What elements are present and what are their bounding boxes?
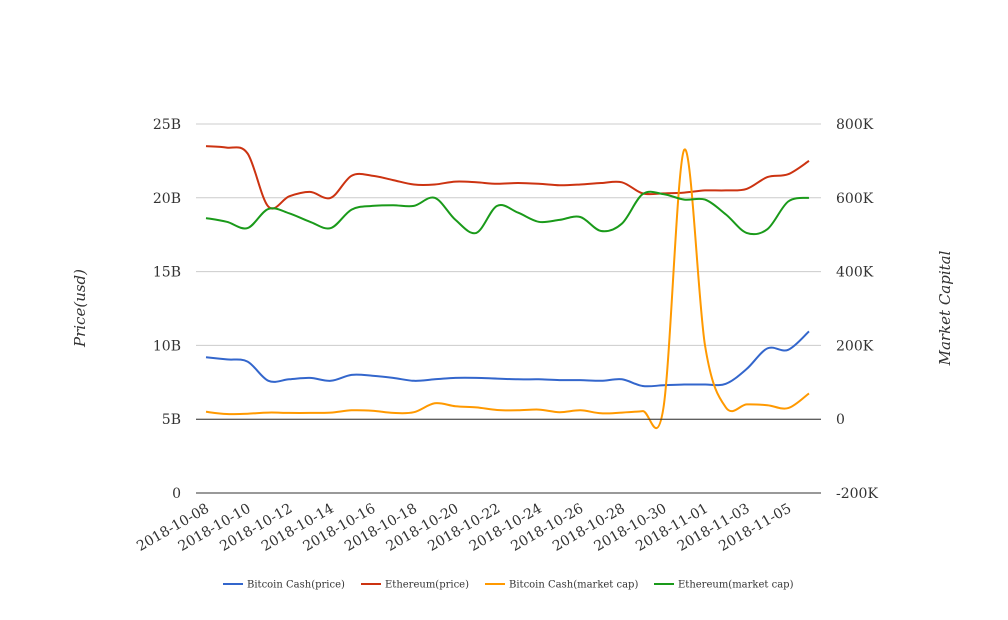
series-line-2 <box>205 145 810 210</box>
legend-label: Bitcoin Cash(price) <box>247 580 345 591</box>
series-line-3 <box>205 148 810 429</box>
y-left-tick-label: 25B <box>153 117 181 133</box>
series-line-4 <box>205 190 810 236</box>
series-lines <box>205 145 810 429</box>
legend-label: Bitcoin Cash(market cap) <box>509 580 638 591</box>
y-left-tick-label: 20B <box>153 191 181 207</box>
y-left-tick-label: 15B <box>153 265 181 281</box>
y-left-tick-label: 5B <box>162 412 181 428</box>
legend: Bitcoin Cash(price) Ethereum(price) Bitcoi… <box>223 580 794 591</box>
y-right-tick-label: 400K <box>836 265 874 281</box>
y-right-tick-labels: -200K 0 200K 400K 600K 800K <box>836 117 878 502</box>
y-right-tick-label: 0 <box>836 412 845 428</box>
gridlines <box>196 123 821 420</box>
y-left-tick-labels: 0 5B 10B 15B 20B 25B <box>153 117 181 502</box>
y-axis-title-left: Price(usd) <box>71 269 89 348</box>
x-tick-labels: 2018-10-082018-10-102018-10-122018-10-14… <box>134 501 794 555</box>
y-left-tick-label: 10B <box>153 338 181 354</box>
legend-label: Ethereum(market cap) <box>678 580 794 591</box>
y-right-tick-label: 600K <box>836 191 874 207</box>
y-axis-title-right: Market Capital <box>936 250 954 366</box>
y-right-tick-label: 800K <box>836 117 874 133</box>
y-right-tick-label: -200K <box>836 486 878 502</box>
legend-label: Ethereum(price) <box>385 580 469 591</box>
series-line-1 <box>205 330 810 388</box>
axes <box>196 418 821 494</box>
y-left-tick-label: 0 <box>172 486 181 502</box>
y-right-tick-label: 200K <box>836 338 874 354</box>
